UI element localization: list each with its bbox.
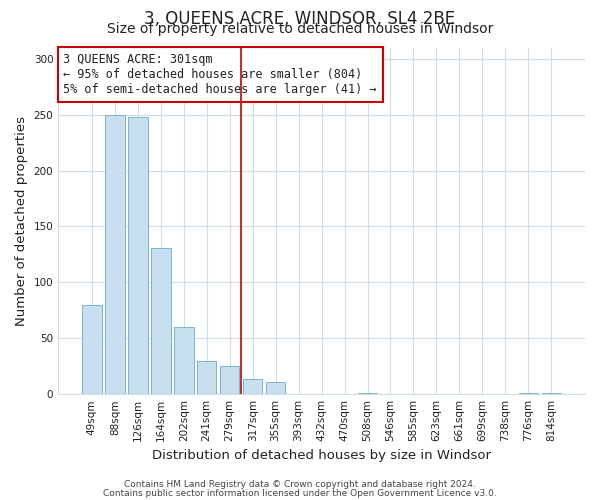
Bar [243, 378, 262, 394]
X-axis label: Distribution of detached houses by size in Windsor: Distribution of detached houses by size … [152, 450, 491, 462]
Bar [518, 393, 538, 394]
Bar [266, 382, 286, 394]
Text: 3 QUEENS ACRE: 301sqm
← 95% of detached houses are smaller (804)
5% of semi-deta: 3 QUEENS ACRE: 301sqm ← 95% of detached … [64, 52, 377, 96]
Bar [82, 304, 101, 394]
Bar [151, 248, 170, 394]
Text: Contains HM Land Registry data © Crown copyright and database right 2024.: Contains HM Land Registry data © Crown c… [124, 480, 476, 489]
Text: Contains public sector information licensed under the Open Government Licence v3: Contains public sector information licen… [103, 488, 497, 498]
Text: 3, QUEENS ACRE, WINDSOR, SL4 2BE: 3, QUEENS ACRE, WINDSOR, SL4 2BE [145, 10, 455, 28]
Text: Size of property relative to detached houses in Windsor: Size of property relative to detached ho… [107, 22, 493, 36]
Bar [174, 327, 194, 394]
Bar [128, 117, 148, 394]
Y-axis label: Number of detached properties: Number of detached properties [15, 116, 28, 326]
Bar [542, 393, 561, 394]
Bar [220, 366, 239, 394]
Bar [358, 393, 377, 394]
Bar [105, 114, 125, 394]
Bar [197, 360, 217, 394]
